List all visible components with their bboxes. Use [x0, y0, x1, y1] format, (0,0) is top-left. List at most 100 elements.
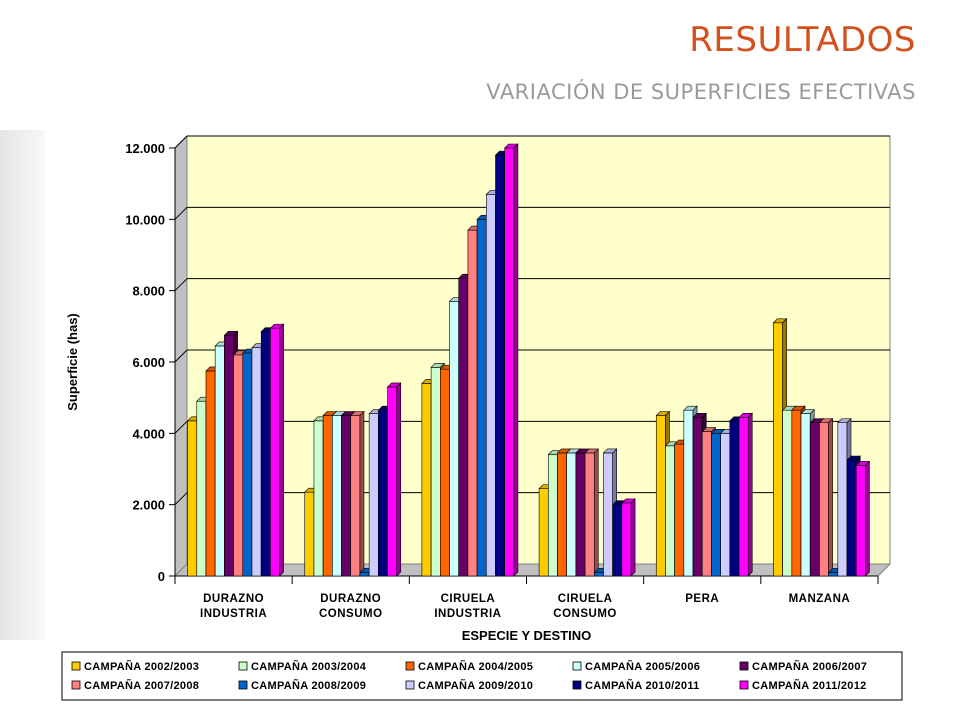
bar — [855, 460, 871, 577]
bar-front — [855, 465, 866, 577]
legend-label: CAMPAÑA 2004/2005 — [418, 660, 533, 673]
bar-front — [304, 491, 315, 577]
bar-side — [630, 498, 636, 577]
bar-front — [476, 219, 487, 577]
bar-front — [242, 352, 253, 577]
bar-front — [791, 409, 802, 577]
bar-front — [837, 422, 848, 577]
x-axis-title: ESPECIE Y DESTINO — [462, 628, 592, 643]
x-category-label: DURAZNO — [320, 593, 381, 605]
x-category-label: CONSUMO — [553, 608, 617, 620]
bar-side — [828, 417, 833, 577]
x-category-label: INDUSTRIA — [434, 608, 501, 620]
bar-front — [387, 386, 398, 577]
bar-side — [279, 323, 284, 577]
bar-front — [313, 420, 324, 577]
legend-item: CAMPAÑA 2007/2008 — [71, 679, 199, 692]
legend-swatch — [739, 680, 749, 690]
bar-front — [701, 431, 712, 577]
bars-group — [186, 143, 871, 577]
bar-front — [782, 409, 793, 577]
slide-title: RESULTADOS — [689, 20, 916, 60]
bar-front — [458, 277, 469, 577]
y-tick-label: 0 — [158, 569, 165, 584]
bar-front — [738, 416, 749, 577]
y-axis-title: Superficie (has) — [65, 313, 80, 411]
bar — [738, 412, 753, 577]
bar-front — [674, 443, 685, 577]
bar-chart: 0 2.000 4.000 6.000 8.000 10.000 12.000 DURAZNO… — [61, 134, 903, 701]
bar-front — [557, 452, 567, 577]
legend-label: CAMPAÑA 2008/2009 — [251, 679, 366, 692]
legend-box — [61, 651, 903, 701]
x-category-label: CONSUMO — [319, 608, 383, 620]
legend-item: CAMPAÑA 2005/2006 — [572, 660, 700, 673]
y-tick-label: 4.000 — [132, 426, 165, 441]
bar-front — [350, 415, 361, 577]
bar-front — [233, 354, 244, 577]
bar-front — [332, 415, 342, 577]
bar-front — [800, 413, 811, 577]
bar — [621, 498, 636, 577]
x-category-label: DURAZNO — [203, 593, 264, 605]
bar-front — [711, 433, 721, 577]
y-tick-label: 8.000 — [132, 284, 165, 299]
legend-item: CAMPAÑA 2008/2009 — [238, 679, 366, 692]
bar-side — [865, 460, 870, 577]
legend-label: CAMPAÑA 2002/2003 — [84, 660, 199, 673]
bar-front — [260, 331, 271, 577]
slide-subtitle: VARIACIÓN DE SUPERFICIES EFECTIVAS — [486, 80, 916, 104]
legend-label: CAMPAÑA 2006/2007 — [752, 660, 867, 673]
bar-front — [773, 322, 783, 577]
legend-item: CAMPAÑA 2003/2004 — [238, 660, 366, 673]
legend-swatch — [238, 680, 248, 690]
bar — [503, 143, 519, 577]
x-category-label: MANZANA — [789, 593, 851, 605]
bar-front — [495, 154, 506, 577]
legend-swatch — [238, 661, 248, 671]
legend-swatch — [405, 680, 415, 690]
bar-front — [720, 433, 731, 577]
legend-label: CAMPAÑA 2011/2012 — [752, 679, 867, 692]
legend: CAMPAÑA 2002/2003 CAMPAÑA 2003/2004 CAMPAÑ… — [61, 651, 903, 701]
legend-item: CAMPAÑA 2009/2010 — [405, 679, 533, 692]
bar-front — [440, 368, 450, 577]
gridline-depth — [174, 278, 188, 292]
bar-front — [486, 194, 496, 577]
gridline-depth — [174, 206, 188, 220]
bar-front — [359, 572, 370, 577]
bar-front — [809, 422, 820, 577]
bar-front — [828, 572, 839, 577]
bar — [818, 417, 834, 577]
y-tick-label: 2.000 — [132, 498, 165, 513]
legend-swatch — [71, 680, 81, 690]
bar-front — [368, 413, 379, 577]
bar — [584, 448, 600, 577]
legend-swatch — [71, 661, 81, 671]
legend-label: CAMPAÑA 2009/2010 — [418, 679, 533, 692]
chart-panel: 0 2.000 4.000 6.000 8.000 10.000 12.000 DURAZNO… — [45, 128, 915, 706]
y-tick-label: 6.000 — [132, 355, 165, 370]
bar-front — [449, 301, 460, 577]
bar-front — [504, 147, 515, 577]
bar-front — [538, 488, 549, 577]
bar-front — [819, 422, 829, 577]
legend-item: CAMPAÑA 2011/2012 — [739, 679, 867, 692]
bar-front — [467, 229, 478, 577]
bar-front — [621, 502, 632, 577]
bar-front — [593, 572, 604, 577]
axis-labels-group: 0 2.000 4.000 6.000 8.000 10.000 12.000 DURAZNO… — [125, 141, 850, 620]
x-category-label: PERA — [685, 593, 719, 605]
bar-front — [214, 345, 225, 577]
bar-front — [430, 367, 441, 577]
gridline-depth — [174, 349, 188, 363]
bar-side — [396, 382, 402, 577]
gridline-depth — [174, 420, 188, 434]
legend-swatch — [739, 661, 749, 671]
bar-front — [187, 420, 198, 577]
legend-swatch — [572, 680, 582, 690]
bar-front — [547, 454, 558, 577]
legend-item: CAMPAÑA 2004/2005 — [405, 660, 533, 673]
bar-front — [196, 400, 207, 577]
bar-front — [692, 416, 703, 577]
